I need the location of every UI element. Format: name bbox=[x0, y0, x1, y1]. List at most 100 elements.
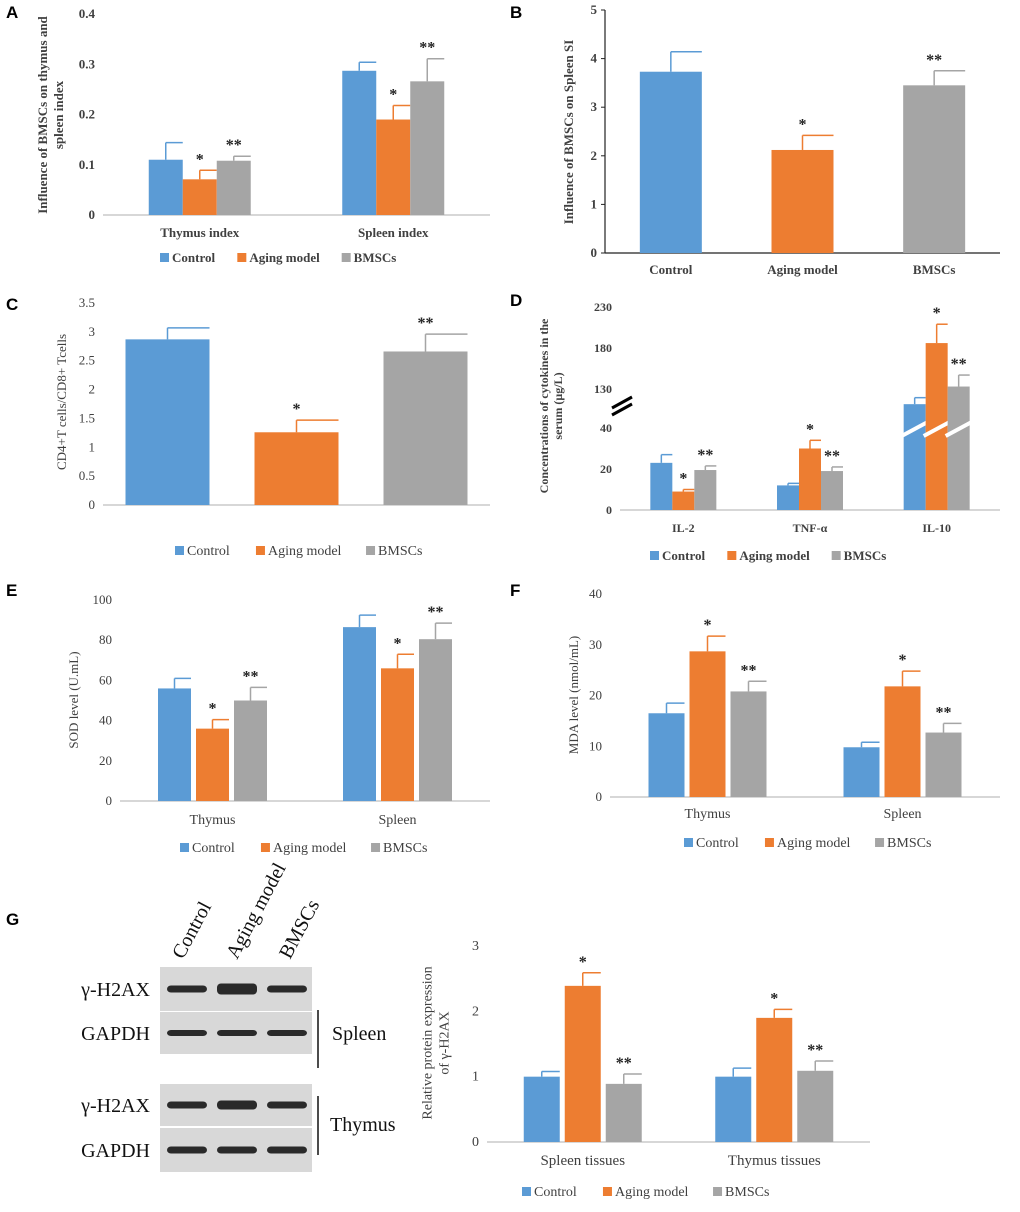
y-tick-label: 3 bbox=[591, 99, 598, 114]
legend-swatch-1 bbox=[602, 1187, 612, 1196]
significance-mark: * bbox=[209, 701, 217, 718]
bar-break-mark bbox=[900, 420, 929, 438]
legend-swatch-2 bbox=[366, 546, 376, 555]
bar-control-1 bbox=[777, 485, 799, 510]
blot-band bbox=[267, 1146, 307, 1154]
bar-series-0 bbox=[125, 339, 210, 505]
y-axis-label-line: Influence of BMSCs on Spleen SI bbox=[561, 40, 576, 225]
y-axis-label: MDA level (nmol/mL) bbox=[566, 636, 581, 754]
panel-a: A 0 0.1 0.2 0.3 0.4 Influence of BMSCs on thym… bbox=[6, 3, 490, 265]
legend-swatch-0 bbox=[522, 1187, 531, 1196]
panel-letter: B bbox=[510, 3, 522, 22]
y-tick-label: 40 bbox=[589, 586, 602, 601]
x-tick-label: Thymus tissues bbox=[728, 1153, 821, 1169]
bar-bmscs-1 bbox=[797, 1070, 834, 1142]
y-axis-label-line: Relative protein expression bbox=[421, 966, 436, 1119]
legend-label-1: Aging model bbox=[249, 250, 320, 265]
significance-mark: ** bbox=[741, 662, 757, 679]
legend-label-1: Aging model bbox=[739, 548, 810, 563]
y-axis-label-line: SOD level (U.mL) bbox=[66, 651, 81, 748]
panel-letter: G bbox=[6, 910, 19, 929]
y-tick-label: 0 bbox=[89, 207, 96, 222]
y-tick-label: 40 bbox=[99, 713, 112, 728]
bar-bmscs-0 bbox=[216, 160, 251, 215]
x-tick-label: Thymus index bbox=[160, 225, 240, 240]
y-tick-label: 1 bbox=[89, 439, 96, 454]
x-tick-label: Control bbox=[649, 262, 692, 277]
legend-label-2: BMSCs bbox=[725, 1185, 769, 1200]
significance-mark: * bbox=[389, 86, 397, 103]
legend-swatch-2 bbox=[371, 843, 381, 852]
y-tick-label: 60 bbox=[99, 672, 112, 687]
blot-band bbox=[267, 1030, 307, 1036]
bar-bmscs-0 bbox=[234, 700, 267, 801]
significance-mark: ** bbox=[418, 315, 434, 332]
legend-swatch-1 bbox=[237, 253, 247, 262]
significance-mark: ** bbox=[926, 52, 942, 69]
y-tick-label: 0.1 bbox=[79, 157, 95, 172]
legend-label-1: Aging model bbox=[273, 841, 347, 856]
bar-series-2 bbox=[383, 351, 468, 505]
legend-label-0: Control bbox=[172, 250, 215, 265]
significance-mark: ** bbox=[824, 448, 840, 465]
bar-series-2 bbox=[903, 85, 966, 253]
y-tick-label: 0 bbox=[596, 789, 603, 804]
y-tick-label: 20 bbox=[99, 753, 112, 768]
x-tick-label: BMSCs bbox=[913, 262, 956, 277]
x-tick-label: Spleen bbox=[378, 813, 416, 828]
legend-swatch-0 bbox=[175, 546, 184, 555]
legend-swatch-0 bbox=[684, 838, 693, 847]
blot-band bbox=[217, 983, 257, 995]
panel-letter: F bbox=[510, 581, 520, 600]
bar-series-1 bbox=[254, 432, 339, 505]
bar-bmscs-1 bbox=[821, 471, 843, 510]
legend-swatch-1 bbox=[260, 843, 270, 852]
legend-label-2: BMSCs bbox=[844, 548, 887, 563]
bar-bmscs-2 bbox=[947, 386, 970, 510]
axis-break-mark bbox=[611, 402, 633, 417]
significance-mark: * bbox=[770, 990, 778, 1007]
y-tick-label: 20 bbox=[589, 688, 602, 703]
blot-row-label: GAPDH bbox=[81, 1023, 150, 1045]
y-tick-label: 5 bbox=[591, 2, 598, 17]
bar-aging-model-0 bbox=[196, 728, 229, 801]
y-tick-label: 4 bbox=[591, 51, 598, 66]
y-tick-label: 2 bbox=[591, 148, 598, 163]
legend-label-2: BMSCs bbox=[887, 836, 931, 851]
blot-band bbox=[167, 1030, 207, 1036]
y-tick-label: 30 bbox=[589, 637, 602, 652]
y-tick-label: 130 bbox=[594, 382, 612, 396]
y-axis-label-line: of γ-H2AX bbox=[437, 1011, 452, 1074]
x-tick-label: TNF-α bbox=[793, 521, 828, 535]
bar-control-0 bbox=[650, 462, 673, 510]
legend-swatch-2 bbox=[831, 551, 841, 560]
blot-band bbox=[217, 1030, 257, 1036]
blot-band bbox=[167, 985, 207, 993]
x-tick-label: IL-10 bbox=[922, 521, 951, 535]
panel-letter: A bbox=[6, 3, 18, 22]
y-tick-label: 0 bbox=[606, 503, 612, 517]
bar-aging-model-1 bbox=[756, 1017, 793, 1142]
y-tick-label: 0 bbox=[89, 497, 96, 512]
blot-band bbox=[217, 1100, 257, 1110]
y-axis-label: Influence of BMSCs on Spleen SI bbox=[561, 40, 576, 225]
y-tick-label: 3 bbox=[472, 939, 479, 954]
bar-aging-model-1 bbox=[376, 119, 411, 215]
blot-column-label: BMSCs bbox=[275, 896, 324, 962]
legend-swatch-0 bbox=[650, 551, 659, 560]
bar-bmscs-0 bbox=[730, 691, 767, 797]
legend-label-2: BMSCs bbox=[383, 841, 427, 856]
significance-mark: * bbox=[704, 617, 712, 634]
y-tick-label: 0.2 bbox=[79, 107, 95, 122]
blot-band bbox=[167, 1101, 207, 1109]
legend-swatch-2 bbox=[341, 253, 351, 262]
legend-swatch-1 bbox=[727, 551, 737, 560]
y-tick-label: 100 bbox=[93, 592, 113, 607]
significance-mark: ** bbox=[807, 1042, 823, 1059]
legend-swatch-2 bbox=[875, 838, 885, 847]
bar-series-1 bbox=[771, 149, 834, 253]
x-tick-label: Thymus bbox=[190, 813, 236, 828]
